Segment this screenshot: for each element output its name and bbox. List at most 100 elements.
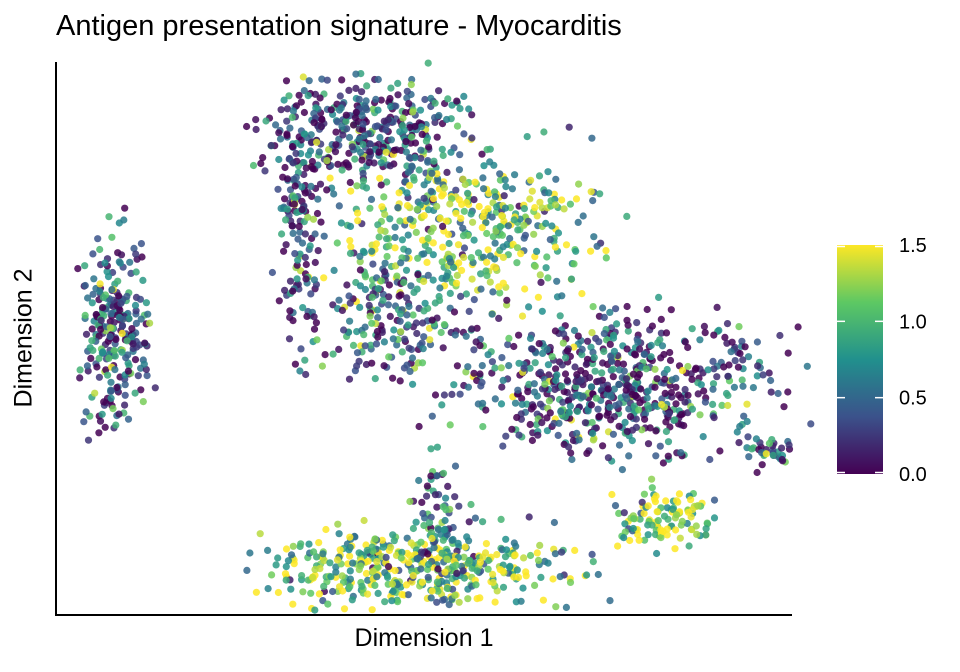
scatter-point [651, 402, 659, 410]
scatter-point [310, 313, 318, 321]
scatter-point [309, 165, 317, 173]
scatter-point [484, 565, 492, 573]
scatter-point [449, 585, 457, 593]
scatter-point [288, 113, 296, 121]
scatter-point [660, 350, 668, 359]
scatter-point [310, 548, 318, 556]
scatter-point [460, 130, 468, 138]
scatter-point [545, 397, 554, 405]
scatter-point [291, 182, 299, 190]
scatter-point [648, 521, 656, 529]
scatter-point [450, 308, 459, 316]
scatter-point [338, 122, 346, 130]
scatter-point [415, 476, 423, 485]
scatter-point [418, 339, 426, 347]
scatter-point [642, 365, 650, 373]
scatter-point [525, 380, 533, 388]
scatter-point [653, 508, 661, 516]
scatter-point [100, 398, 108, 406]
scatter-point [505, 334, 513, 342]
scatter-point [439, 536, 447, 544]
scatter-point [346, 575, 354, 583]
scatter-point [749, 384, 758, 392]
scatter-point [439, 469, 448, 477]
scatter-point [356, 258, 364, 266]
scatter-point [411, 154, 419, 162]
scatter-point [427, 472, 435, 480]
scatter-point [612, 305, 620, 313]
scatter-point [553, 277, 561, 285]
scatter-point [142, 299, 150, 307]
scatter-point [535, 172, 544, 180]
scatter-point [653, 375, 661, 383]
scatter-point [424, 271, 432, 279]
scatter-point [636, 515, 644, 523]
scatter-point [317, 122, 325, 130]
scatter-point [652, 452, 660, 460]
scatter-point [420, 333, 428, 341]
scatter-point [688, 375, 696, 383]
scatter-point [106, 333, 114, 341]
scatter-point [658, 342, 667, 350]
scatter-point [309, 573, 317, 582]
scatter-point [575, 180, 583, 188]
scatter-point [658, 400, 666, 409]
scatter-point [615, 441, 624, 449]
scatter-point [656, 442, 664, 450]
scatter-point [476, 558, 484, 566]
scatter-point [398, 590, 406, 599]
scatter-point [376, 174, 384, 182]
scatter-point [641, 536, 649, 544]
scatter-point [346, 178, 354, 187]
scatter-point [347, 243, 355, 251]
scatter-point [566, 578, 575, 587]
scatter-point [536, 198, 544, 206]
scatter-point [606, 340, 614, 348]
scatter-point [561, 370, 570, 378]
scatter-point [358, 156, 366, 164]
scatter-point [417, 154, 425, 162]
scatter-point [480, 185, 488, 193]
scatter-point [336, 92, 344, 100]
scatter-point [366, 204, 374, 212]
scatter-point [405, 100, 413, 108]
scatter-point [573, 429, 581, 437]
scatter-point [312, 104, 320, 112]
scatter-point [286, 124, 294, 132]
scatter-point [405, 344, 413, 352]
scatter-point [553, 371, 561, 379]
scatter-point [443, 555, 451, 563]
scatter-point [131, 301, 140, 309]
scatter-point [407, 81, 415, 89]
scatter-point [403, 294, 411, 302]
scatter-point [101, 423, 109, 431]
scatter-point [607, 416, 615, 424]
scatter-point [83, 362, 91, 370]
scatter-point [431, 99, 439, 107]
scatter-point [374, 589, 382, 598]
scatter-point [394, 204, 402, 212]
scatter-point [588, 329, 596, 337]
scatter-point [434, 526, 442, 534]
scatter-point [339, 587, 347, 595]
scatter-point [137, 240, 145, 248]
scatter-point [378, 203, 386, 211]
scatter-point [295, 222, 303, 230]
scatter-point [359, 120, 367, 128]
scatter-point [460, 574, 468, 582]
scatter-point [281, 195, 289, 203]
scatter-point [280, 247, 288, 255]
scatter-point [652, 427, 660, 435]
scatter-point [349, 341, 358, 349]
scatter-point [319, 550, 327, 558]
scatter-point [383, 178, 391, 186]
scatter-point [408, 354, 417, 362]
scatter-point [92, 284, 100, 293]
scatter-point [357, 148, 365, 156]
scatter-point [456, 151, 464, 159]
scatter-point [361, 342, 369, 350]
scatter-point [354, 209, 362, 217]
scatter-point [657, 315, 665, 323]
scatter-point [520, 364, 528, 372]
scatter-point [543, 427, 552, 435]
